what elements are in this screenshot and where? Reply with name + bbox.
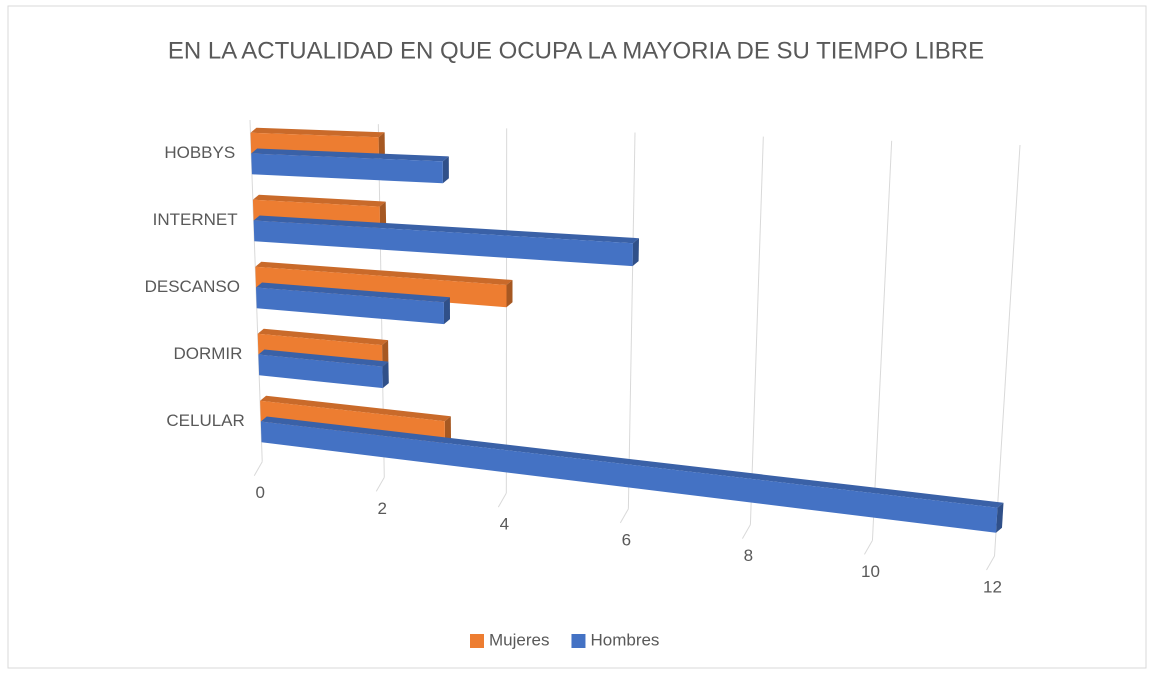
grid-line [749,136,764,525]
bar-top [252,194,386,207]
bar-end [632,238,639,267]
bar-front [258,354,383,389]
tick-mark [986,555,995,571]
x-tick-label: 8 [744,546,753,565]
grid-line [994,144,1021,557]
x-tick-label: 12 [983,578,1002,597]
x-tick-label: 10 [861,562,880,581]
x-tick-label: 0 [256,483,265,502]
bar [260,416,1004,533]
bar-top [260,416,1004,508]
bar-top [258,349,389,367]
bar-top [251,148,449,162]
bar-front [256,287,444,325]
bar-front [253,220,633,267]
bar-end [444,416,451,444]
tick-mark [864,540,873,555]
tick-mark [741,524,751,539]
y-tick-label: CELULAR [166,411,244,430]
y-tick-label: INTERNET [153,210,238,229]
legend-swatch [571,634,586,648]
bar-top [256,282,450,303]
x-tick-label: 4 [500,515,509,534]
bar-top [250,127,385,138]
bar-end [506,280,513,308]
legend-label: Hombres [590,630,659,649]
bar-top [260,395,451,422]
bar-end [382,340,389,367]
bar-end [442,156,449,184]
bar [258,349,389,389]
bar-end [378,132,385,159]
legend-swatch [470,634,484,648]
bar-top [253,215,639,244]
legend-label: Mujeres [489,630,549,649]
tick-mark [497,492,507,508]
bar-end [382,361,389,389]
bar-top [255,261,513,285]
y-tick-label: HOBBYS [164,143,235,162]
tick-mark [375,477,385,492]
y-tick-label: DESCANSO [145,277,240,296]
x-tick-label: 6 [622,530,631,549]
tick-mark [253,461,263,476]
bar-top [257,328,389,346]
tick-mark [619,508,629,524]
chart-border [7,5,1147,669]
y-tick-label: DORMIR [173,344,242,363]
grid-line [871,140,893,541]
bar [256,282,450,325]
bar-front [260,421,998,533]
bar [251,148,449,184]
chart-title: EN LA ACTUALIDAD EN QUE OCUPA LA MAYORIA… [168,37,984,64]
bar-front [251,153,443,184]
bar-end [443,297,450,325]
bar-end [379,201,387,229]
x-tick-label: 2 [378,499,387,518]
bar [253,215,639,267]
grid-line [627,132,636,509]
bar-end [996,502,1004,533]
